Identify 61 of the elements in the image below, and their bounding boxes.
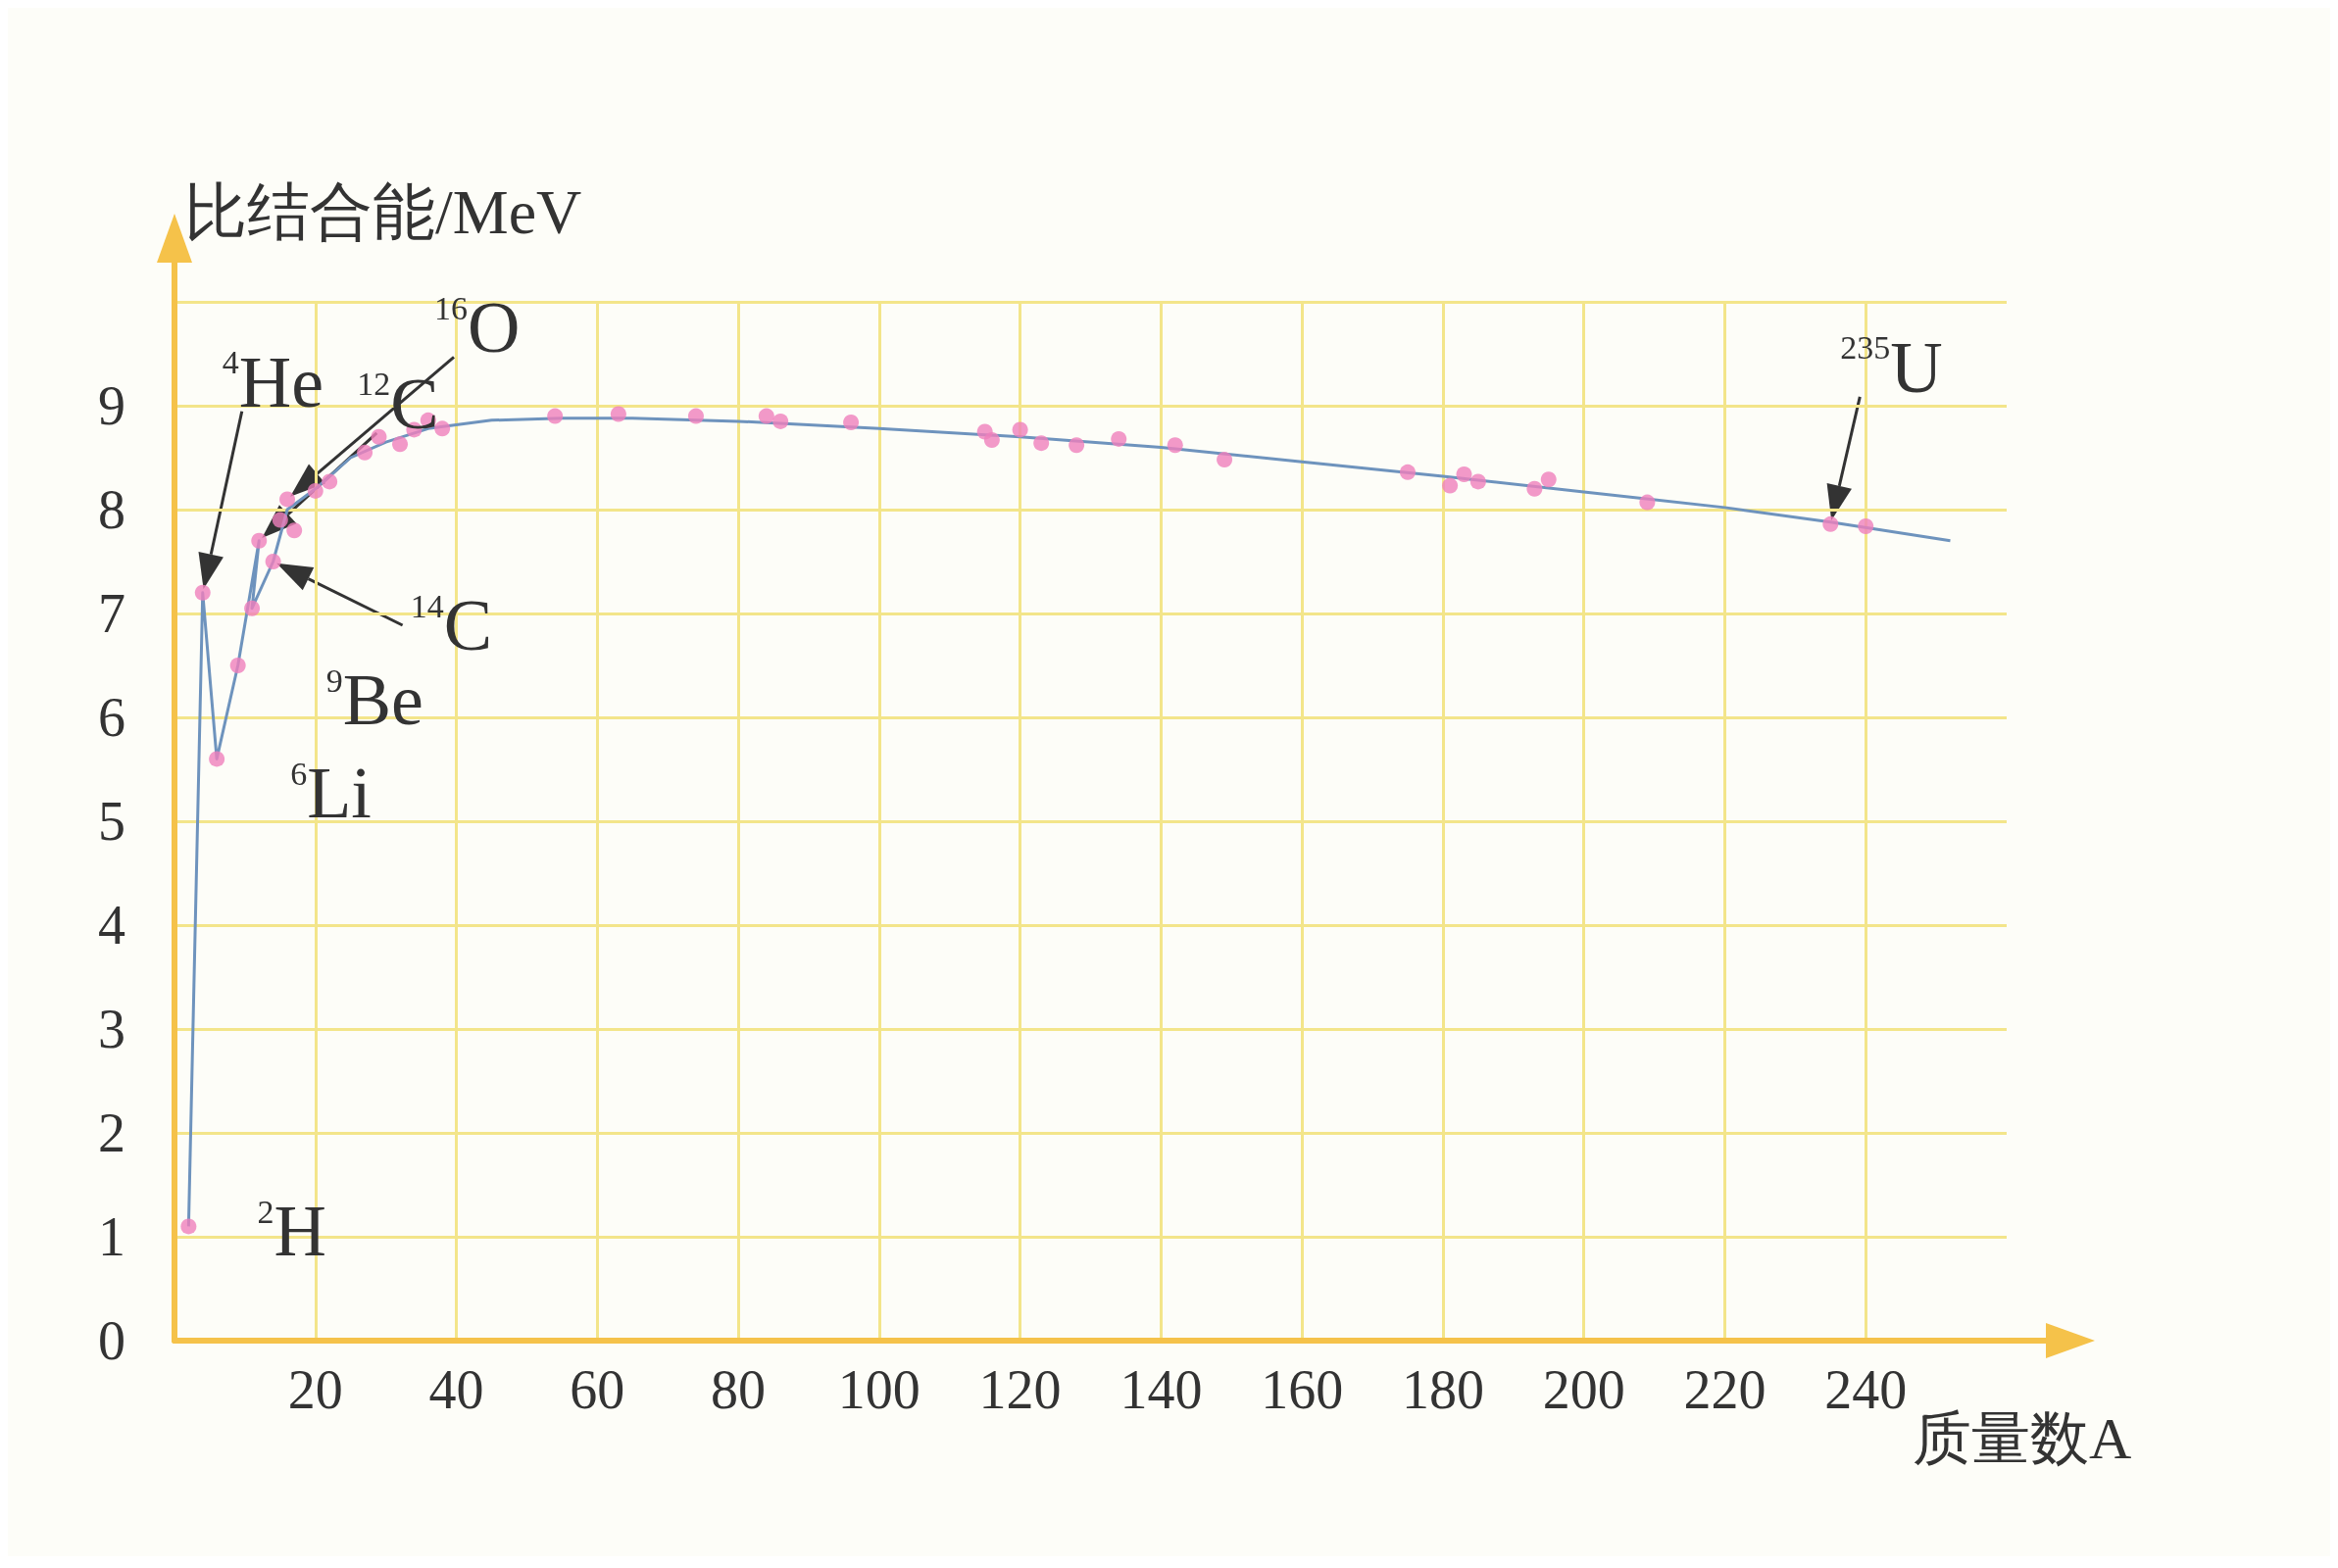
point [687,408,704,424]
point [1167,437,1183,454]
y-tick-label: 2 [98,1102,125,1163]
point [772,413,789,429]
x-tick-label: 60 [570,1359,625,1420]
x-axis-title: 质量数A [1913,1406,2132,1471]
y-tick-label: 7 [98,583,125,644]
point [434,420,451,437]
point [1012,421,1028,438]
point [610,406,626,422]
point [371,428,387,445]
y-tick-label: 9 [98,375,125,436]
point [1469,473,1486,490]
point [1526,480,1543,497]
y-tick-label: 0 [98,1310,125,1371]
point [1442,477,1459,494]
point [357,444,373,461]
point [229,658,246,673]
y-tick-label: 5 [98,791,125,852]
point [279,491,296,508]
point [1400,464,1416,480]
point [983,431,1000,448]
x-tick-label: 40 [428,1359,484,1420]
x-tick-label: 160 [1261,1359,1344,1420]
x-tick-label: 220 [1683,1359,1766,1420]
point [322,473,338,490]
point [251,532,268,549]
point [286,522,303,539]
x-tick-label: 120 [978,1359,1062,1420]
point [1639,494,1656,511]
x-tick-label: 180 [1401,1359,1484,1420]
x-tick-label: 100 [837,1359,920,1420]
point [392,436,409,453]
point [1858,517,1874,534]
y-tick-label: 6 [98,687,125,748]
point [209,751,225,767]
y-tick-label: 1 [98,1206,125,1267]
point [180,1218,197,1235]
point [758,408,774,424]
point [1033,435,1050,452]
point [194,584,211,601]
x-tick-label: 80 [711,1359,767,1420]
point [1822,515,1839,532]
point [307,482,323,499]
y-axis-title: 比结合能/MeV [184,176,582,247]
point [547,408,564,424]
point [1069,437,1085,454]
point [244,600,261,616]
y-tick-label: 3 [98,999,125,1059]
y-tick-label: 8 [98,479,125,540]
point [1540,471,1557,488]
point [843,414,860,430]
x-tick-label: 140 [1119,1359,1203,1420]
point [265,554,281,569]
x-tick-label: 20 [287,1359,343,1420]
point [1111,430,1127,447]
y-tick-label: 4 [98,895,125,956]
x-tick-label: 200 [1542,1359,1625,1420]
point [1217,452,1233,468]
x-tick-label: 240 [1824,1359,1908,1420]
point [1456,466,1472,482]
